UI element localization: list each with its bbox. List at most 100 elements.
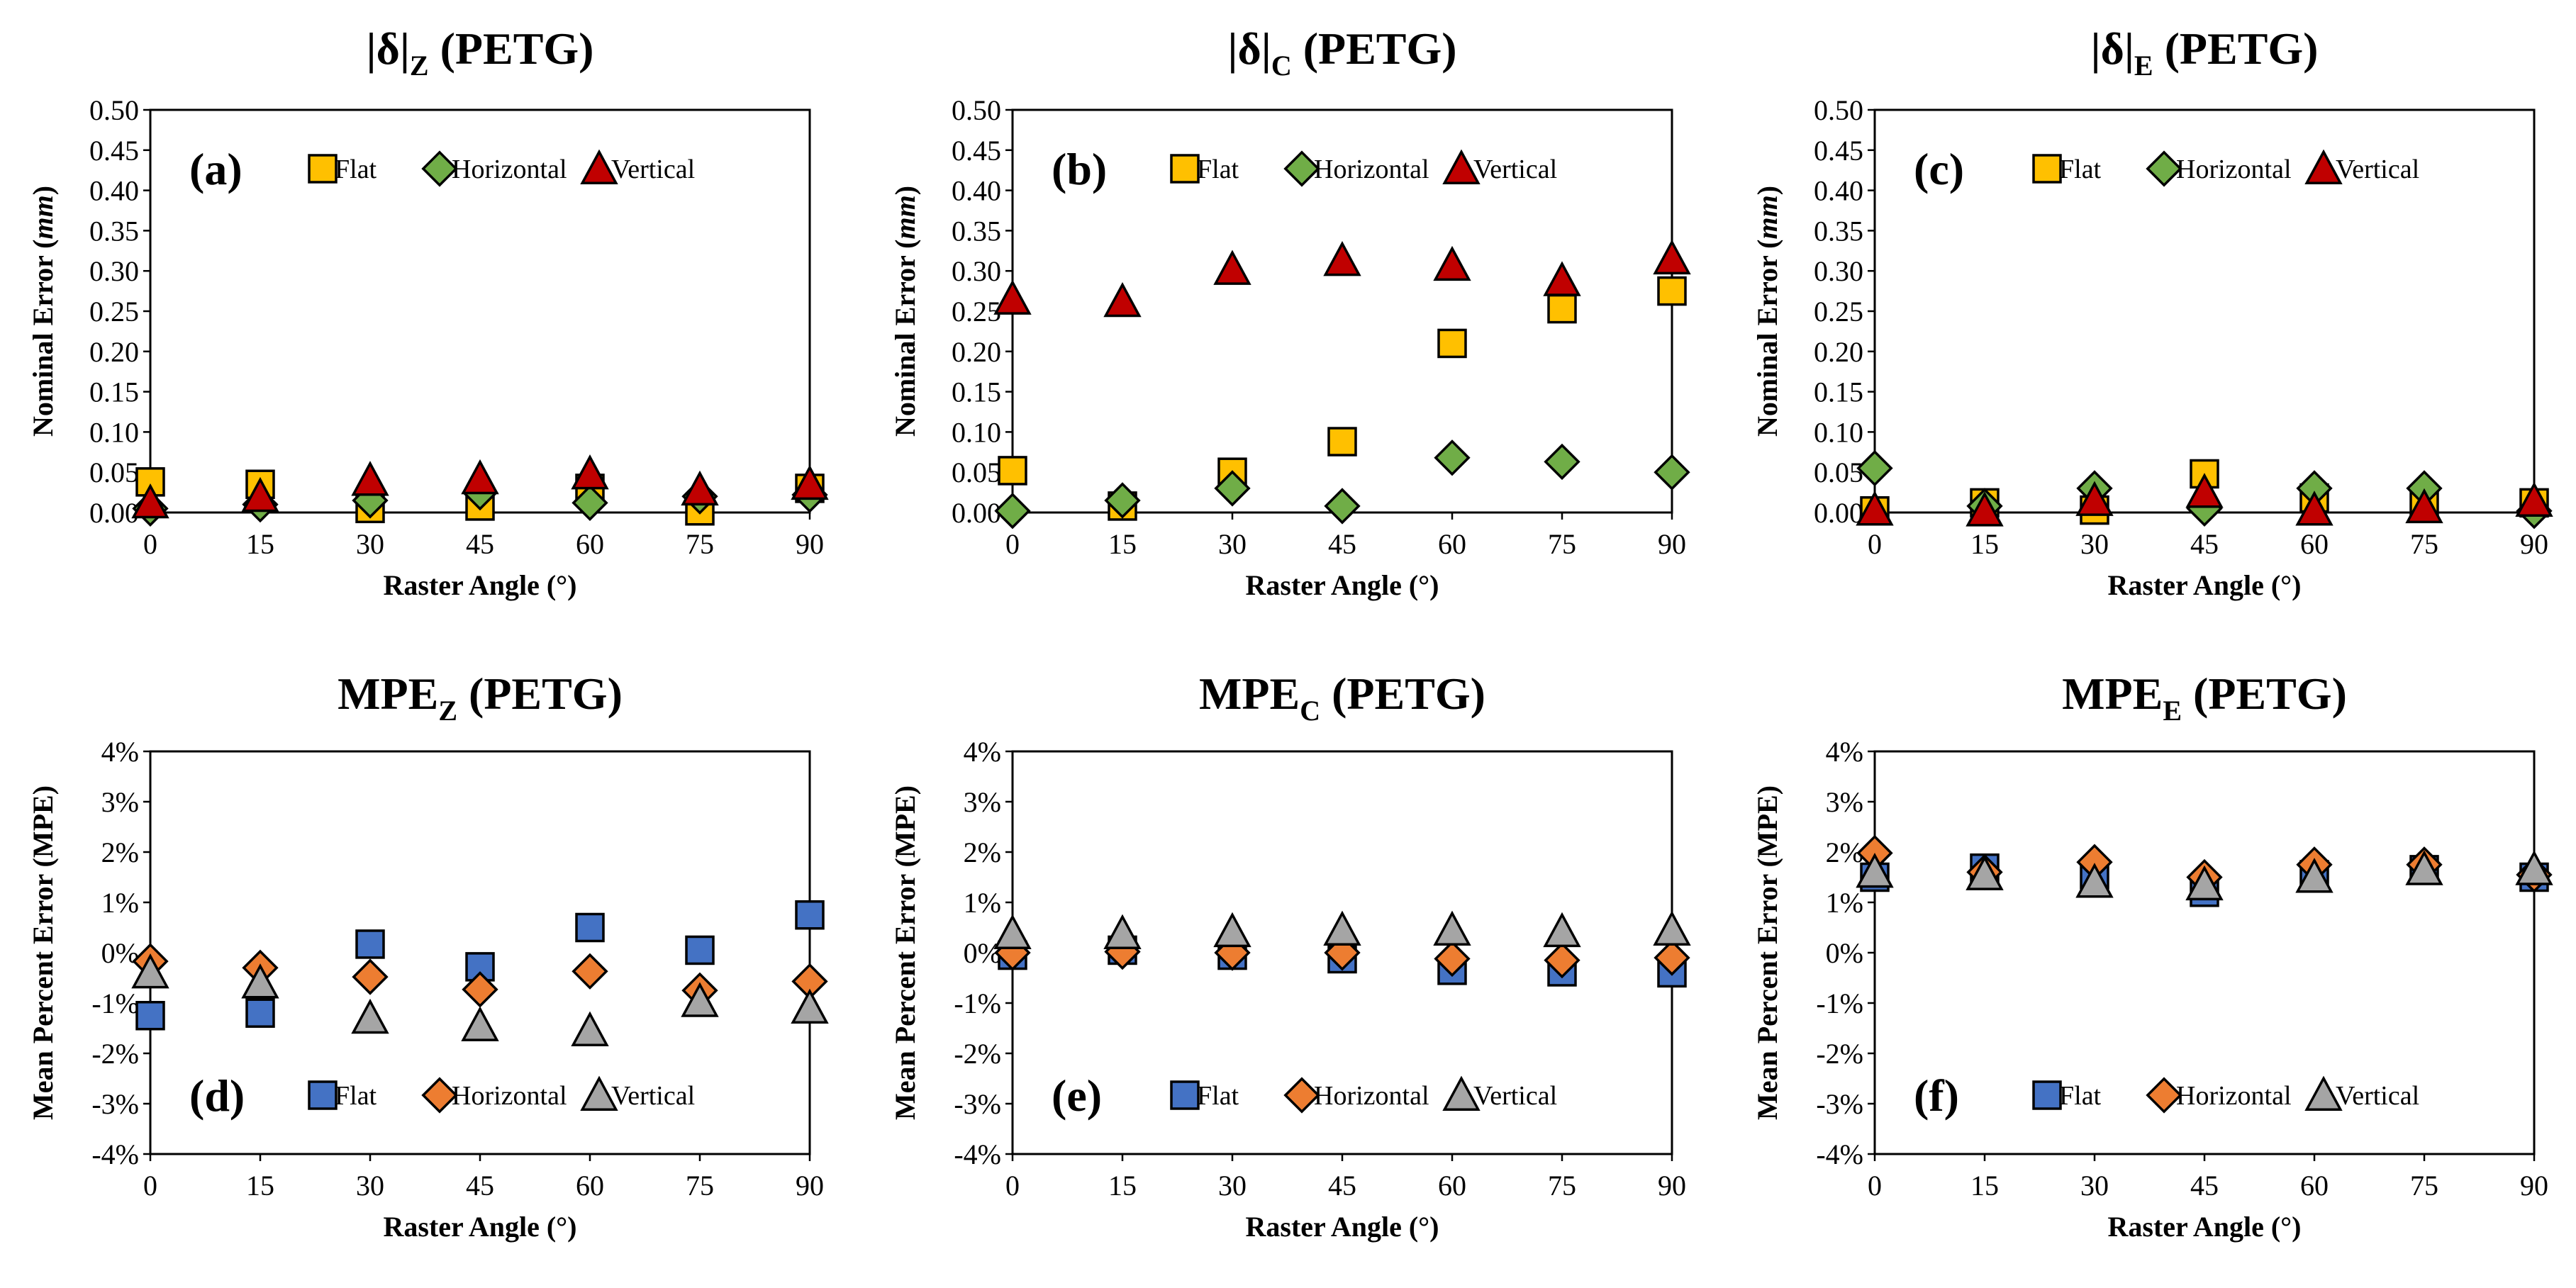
data-point-horizontal <box>1544 443 1580 481</box>
data-point-vertical <box>681 982 719 1017</box>
y-tick-label: 0.35 <box>1814 215 1863 247</box>
data-point-flat <box>135 467 165 497</box>
legend: Flat Horizontal Vertical <box>1170 1075 1557 1114</box>
x-tick-label: 0 <box>143 528 157 560</box>
y-tick-label: 0.35 <box>952 215 1001 247</box>
chart-panel-f: MPEE (PETG) -4% -3% -2% -1% 0% 1% 2% 3% 4% 0 15 30 45… <box>1751 668 2553 1243</box>
y-tick-label: 2% <box>964 836 1001 868</box>
y-tick-label: 4% <box>1826 736 1863 768</box>
x-axis-label: Raster Angle (°) <box>1246 569 1439 601</box>
data-point-vertical <box>461 459 499 495</box>
y-tick-label: 0% <box>101 937 139 969</box>
y-axis-label: Mean Percent Error (MPE) <box>1751 785 1783 1120</box>
panel-label: (a) <box>189 144 242 194</box>
legend-marker-flat <box>308 154 338 184</box>
y-tick-label: 0.30 <box>952 255 1001 287</box>
y-tick-label: 4% <box>101 736 139 768</box>
x-tick-label: 45 <box>1328 1170 1356 1202</box>
data-points <box>993 239 1691 530</box>
data-point-vertical <box>2295 491 2334 526</box>
y-tick-label: 0.00 <box>952 497 1001 529</box>
data-point-vertical <box>1966 855 2004 890</box>
y-tick-label: 0.50 <box>1814 94 1863 126</box>
x-tick-label: 90 <box>796 528 824 560</box>
data-point-horizontal <box>1434 940 1471 978</box>
data-point-vertical <box>791 464 829 500</box>
chart-title: MPEE (PETG) <box>2062 668 2347 727</box>
y-tick-label: -2% <box>954 1038 1001 1070</box>
legend-label-horizontal: Horizontal <box>2176 1081 2292 1111</box>
x-tick-label: 0 <box>143 1170 157 1202</box>
data-point-horizontal <box>352 958 389 995</box>
y-tick-label: -2% <box>91 1038 139 1070</box>
x-tick-label: 15 <box>246 528 274 560</box>
x-tick-label: 15 <box>1108 1170 1137 1202</box>
data-point-flat <box>998 456 1027 486</box>
legend-label-horizontal: Horizontal <box>452 155 567 184</box>
legend-marker-vertical <box>1442 149 1481 184</box>
legend-marker-vertical <box>580 149 618 184</box>
y-tick-label: 0.45 <box>1814 135 1863 167</box>
y-tick-label: 0.15 <box>1814 376 1863 408</box>
legend-marker-horizontal <box>2146 150 2182 187</box>
data-point-vertical <box>2515 481 2553 517</box>
x-tick-label: 45 <box>2190 1170 2219 1202</box>
y-tick-label: 0.40 <box>952 175 1001 207</box>
y-tick-label: -3% <box>91 1088 139 1120</box>
y-axis-label: Mean Percent Error (MPE) <box>889 785 921 1120</box>
data-point-flat <box>245 998 275 1028</box>
x-axis-label: Raster Angle (°) <box>2108 569 2302 601</box>
x-tick-label: 75 <box>1548 1170 1576 1202</box>
data-points <box>1856 449 2553 530</box>
y-tick-label: 0.00 <box>89 497 139 529</box>
x-tick-label: 15 <box>1108 528 1137 560</box>
data-point-vertical <box>1966 491 2004 527</box>
y-axis-label: Nominal Error (mm) <box>27 186 59 437</box>
y-tick-label: 3% <box>1826 786 1863 818</box>
data-point-flat <box>1657 276 1687 306</box>
legend-marker-flat <box>2032 154 2062 184</box>
legend-marker-flat <box>1170 1080 1200 1110</box>
chart-panel-e: MPEC (PETG)-4%-3%-2%-1%0%1%2%3%4%0 15 30 45… <box>889 668 1691 1243</box>
y-tick-label: 0.05 <box>952 457 1001 488</box>
x-tick-label: 60 <box>2300 528 2329 560</box>
data-point-horizontal <box>1654 939 1690 976</box>
legend-label-vertical: Vertical <box>1473 1081 1557 1111</box>
y-tick-label: 0.10 <box>89 416 139 448</box>
data-point-flat <box>135 1001 165 1031</box>
data-point-vertical <box>131 953 169 989</box>
x-tick-label: 30 <box>1218 1170 1247 1202</box>
y-tick-label: 0.50 <box>89 94 139 126</box>
chart-title: |δ|E (PETG) <box>2091 23 2319 82</box>
x-tick-label: 90 <box>2520 528 2548 560</box>
data-point-vertical <box>1323 241 1361 276</box>
legend-label-horizontal: Horizontal <box>452 1081 567 1111</box>
x-tick-label: 30 <box>356 1170 384 1202</box>
data-point-flat <box>685 935 715 965</box>
data-point-flat <box>1547 293 1577 324</box>
legend-label-vertical: Vertical <box>2336 1081 2419 1111</box>
data-point-vertical <box>1323 910 1361 946</box>
data-points <box>993 910 1691 988</box>
x-axis-label: Raster Angle (°) <box>2108 1211 2302 1243</box>
data-point-vertical <box>1653 910 1691 946</box>
y-tick-label: 0.10 <box>952 416 1001 448</box>
y-tick-label: 0.30 <box>89 255 139 287</box>
x-tick-label: 0 <box>1868 1170 1882 1202</box>
x-axis-label: Raster Angle (°) <box>384 569 577 601</box>
y-tick-label: -1% <box>91 987 139 1019</box>
y-tick-label: 0.45 <box>89 135 139 167</box>
x-tick-label: 45 <box>2190 528 2219 560</box>
legend-label-vertical: Vertical <box>2336 155 2419 184</box>
chart-panel-b: |δ|C (PETG) 0.00 0.05 0.10 0.15 0.20 0.25 0.30 0… <box>889 23 1691 601</box>
data-point-vertical <box>1433 245 1471 281</box>
legend-marker-horizontal <box>2146 1077 2182 1114</box>
legend-label-vertical: Vertical <box>1473 155 1557 184</box>
x-tick-label: 75 <box>2410 528 2438 560</box>
legend-label-horizontal: Horizontal <box>1314 155 1429 184</box>
data-point-horizontal <box>1324 934 1361 971</box>
y-tick-label: 0.40 <box>1814 175 1863 207</box>
data-point-vertical <box>1433 910 1471 946</box>
data-point-vertical <box>351 998 389 1034</box>
x-tick-label: 0 <box>1005 528 1020 560</box>
